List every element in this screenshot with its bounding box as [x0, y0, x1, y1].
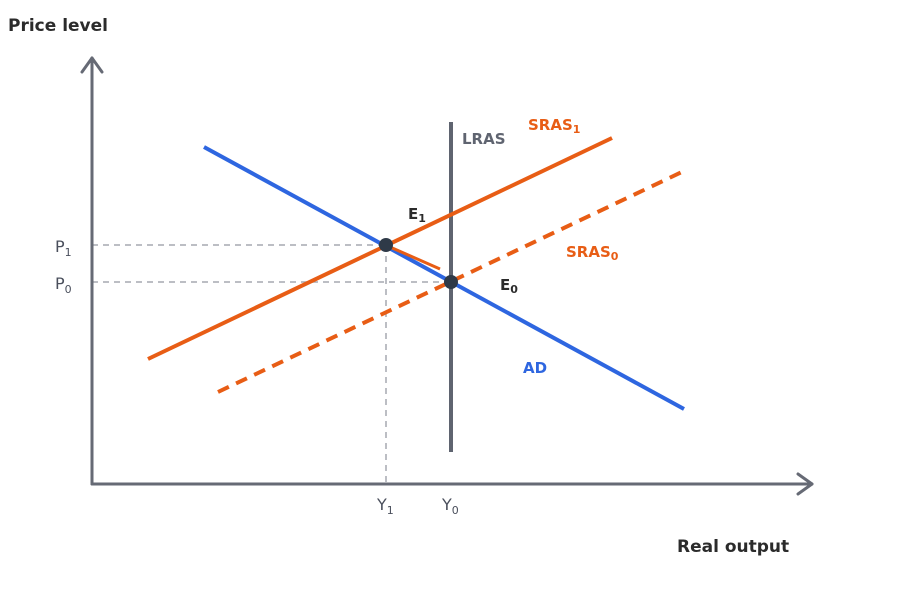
adjustment-arrow [389, 245, 441, 271]
ad-line [203, 145, 685, 411]
x-axis-title: Real output [677, 537, 789, 557]
x-axis-arrowhead [796, 472, 814, 496]
sras0-line [217, 169, 685, 394]
e0-point [444, 275, 458, 289]
ad-label: AD [523, 359, 547, 377]
e1-label: E1 [408, 205, 426, 225]
p0-tick-label: P0 [55, 274, 72, 296]
sras0-label: SRAS0 [566, 243, 619, 263]
p1-tick-label: P1 [55, 237, 72, 259]
y0-tick-label: Y0 [441, 495, 459, 517]
y-axis-title: Price level [8, 16, 108, 36]
sras1-label: SRAS1 [528, 116, 580, 136]
lras-label: LRAS [462, 130, 506, 148]
y-axis-arrowhead [80, 56, 104, 74]
e1-point [379, 238, 393, 252]
e0-label: E0 [500, 276, 518, 296]
y1-tick-label: Y1 [376, 495, 394, 517]
